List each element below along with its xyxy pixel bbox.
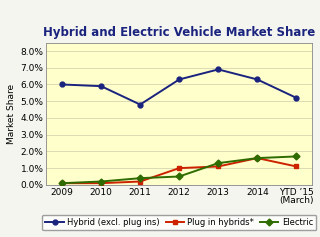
Title: Hybrid and Electric Vehicle Market Share: Hybrid and Electric Vehicle Market Share: [43, 26, 315, 39]
Legend: Hybrid (excl. plug ins), Plug in hybrids*, Electric: Hybrid (excl. plug ins), Plug in hybrids…: [42, 215, 316, 230]
Y-axis label: Market Share: Market Share: [7, 84, 16, 144]
